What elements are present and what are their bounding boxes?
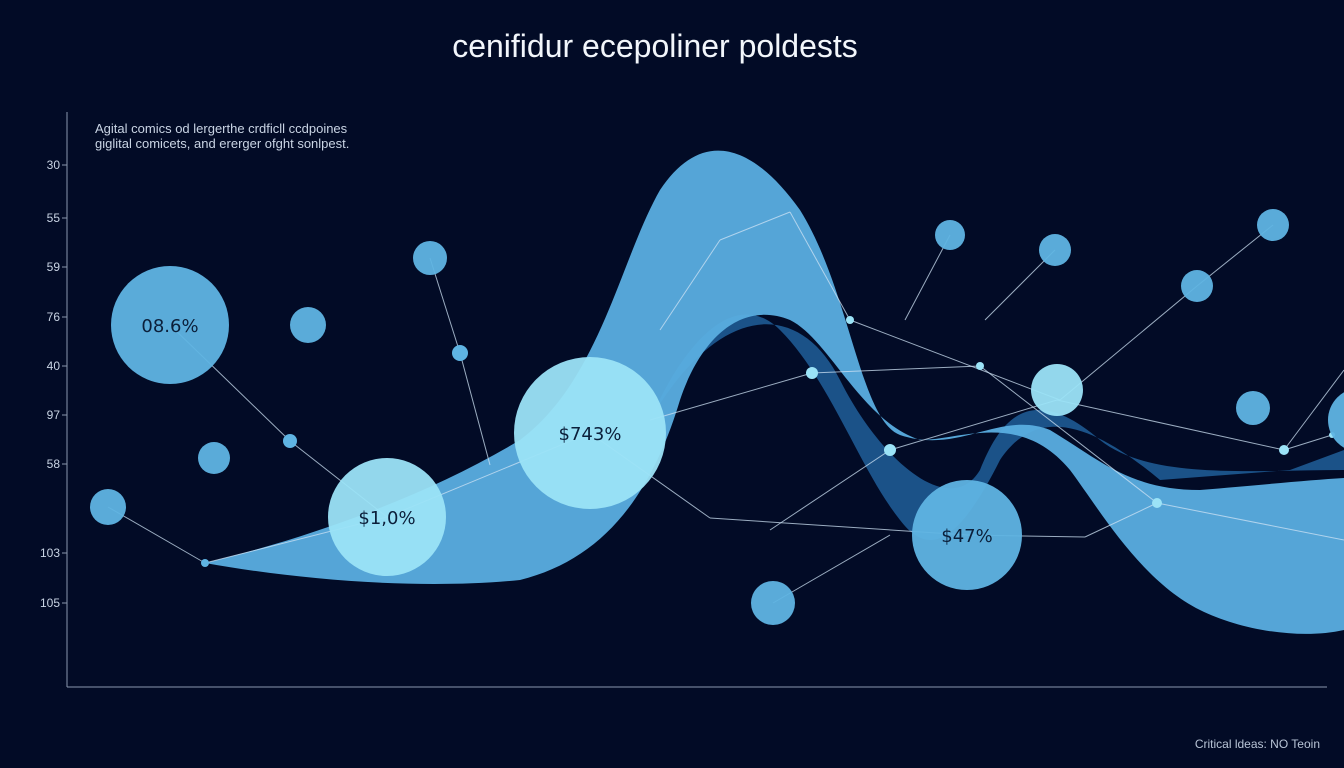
bubbles: 08.6% $1,0% $743% $47% bbox=[90, 209, 1344, 625]
bubble bbox=[413, 241, 447, 275]
bubble bbox=[514, 357, 666, 509]
connector-line bbox=[719, 211, 791, 241]
bubble bbox=[201, 559, 209, 567]
y-tick-label: 30 bbox=[47, 158, 61, 172]
connector-line bbox=[811, 365, 981, 374]
y-tick-label: 76 bbox=[47, 310, 61, 324]
connector-line bbox=[1056, 399, 1285, 451]
bubble bbox=[935, 220, 965, 250]
connector-line bbox=[984, 249, 1056, 321]
bubble bbox=[90, 489, 126, 525]
connector-line bbox=[889, 399, 1058, 451]
y-tick-label: 105 bbox=[40, 596, 60, 610]
bubble bbox=[111, 266, 229, 384]
connector-line bbox=[649, 372, 813, 421]
bubble bbox=[283, 434, 297, 448]
connector-line bbox=[1196, 224, 1274, 287]
bubble bbox=[884, 444, 896, 456]
bubble bbox=[1152, 498, 1162, 508]
y-ticks: 30 55 59 76 40 97 58 103 105 bbox=[40, 158, 67, 610]
bubble bbox=[1031, 364, 1083, 416]
subtitle-line: Agital comics od lergerthe crdficll ccdp… bbox=[95, 121, 348, 136]
bubble bbox=[1257, 209, 1289, 241]
y-tick-label: 40 bbox=[47, 359, 61, 373]
bubble-label: $1,0% bbox=[358, 508, 415, 529]
connector-line bbox=[979, 365, 1158, 504]
connector-line bbox=[1283, 434, 1333, 451]
connector-line bbox=[789, 211, 851, 321]
bubble bbox=[1328, 392, 1344, 448]
bubble bbox=[1236, 391, 1270, 425]
y-tick-label: 97 bbox=[47, 408, 61, 422]
subtitle-line: giglital comicets, and ererger ofght son… bbox=[95, 136, 350, 151]
bubble-label: 08.6% bbox=[141, 316, 198, 337]
bubble bbox=[198, 442, 230, 474]
bubble bbox=[806, 367, 818, 379]
bubble bbox=[846, 316, 854, 324]
connector-line bbox=[769, 449, 891, 531]
connector-line bbox=[1059, 285, 1198, 401]
connector-line bbox=[849, 319, 1061, 401]
connector-line bbox=[904, 234, 951, 321]
bubble bbox=[452, 345, 468, 361]
chart-subtitle: Agital comics od lergerthe crdficll ccdp… bbox=[95, 121, 349, 151]
bubble bbox=[328, 458, 446, 576]
connector-line bbox=[1156, 502, 1344, 541]
bubble bbox=[1181, 270, 1213, 302]
y-tick-label: 59 bbox=[47, 260, 61, 274]
bubble-label: $47% bbox=[941, 526, 992, 547]
connector-line bbox=[1283, 369, 1344, 451]
bubble bbox=[1039, 234, 1071, 266]
bubble-label: $743% bbox=[559, 424, 622, 445]
chart-title: cenifidur ecepoliner poldests bbox=[452, 28, 858, 64]
y-tick-label: 103 bbox=[40, 546, 60, 560]
connector-line bbox=[659, 239, 721, 331]
y-tick-label: 55 bbox=[47, 211, 61, 225]
bubble bbox=[751, 581, 795, 625]
connector-line bbox=[1084, 502, 1158, 538]
footer-note: Critical ldeas: NO Teoin bbox=[1194, 737, 1320, 751]
bubble bbox=[290, 307, 326, 343]
wave-dark bbox=[650, 314, 1344, 540]
bubble bbox=[1279, 445, 1289, 455]
wave-light bbox=[205, 150, 1344, 634]
y-tick-label: 58 bbox=[47, 457, 61, 471]
connector-line bbox=[772, 534, 891, 604]
bubble bbox=[912, 480, 1022, 590]
bubble bbox=[976, 362, 984, 370]
connector-line bbox=[459, 352, 491, 466]
connector-line bbox=[107, 506, 206, 564]
